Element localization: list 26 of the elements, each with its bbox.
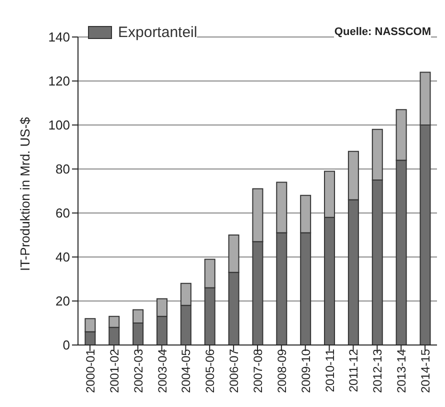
x-tick-label: 2014-15: [418, 348, 433, 394]
x-tick-label: 2006-07: [227, 348, 242, 394]
y-tick-label: 140: [48, 30, 70, 45]
legend-label: Exportanteil: [88, 24, 198, 41]
y-tick-label: 20: [56, 294, 70, 309]
x-tick-label: 2003-04: [155, 348, 170, 394]
x-tick-label: 2011-12: [346, 348, 361, 392]
y-tick-label: 60: [56, 206, 70, 221]
y-tick-label: 100: [48, 118, 70, 133]
x-tick-label: 2004-05: [179, 348, 194, 394]
x-tick-label: 2000-01: [83, 348, 98, 394]
annotation: Quelle: NASSCOM: [334, 26, 431, 38]
y-tick-label: 80: [56, 162, 70, 177]
x-tick-label: 2007-08: [251, 348, 266, 394]
y-tick-label: 0: [62, 338, 70, 353]
x-tick-label: 2001-02: [107, 348, 122, 394]
x-tick-label: 2009-10: [298, 348, 313, 394]
x-tick-label: 2008-09: [274, 348, 289, 394]
x-tick-label: 2005-06: [203, 348, 218, 394]
y-tick-label: 120: [48, 74, 70, 89]
x-tick-label: 2010-11: [322, 348, 337, 392]
y-tick-label: 40: [56, 250, 70, 265]
y-axis-title: IT-Produktion in Mrd. US-$: [18, 116, 33, 271]
x-tick-label: 2012-13: [370, 348, 385, 394]
x-tick-label: 2002-03: [131, 348, 146, 394]
x-tick-label: 2013-14: [394, 348, 409, 394]
